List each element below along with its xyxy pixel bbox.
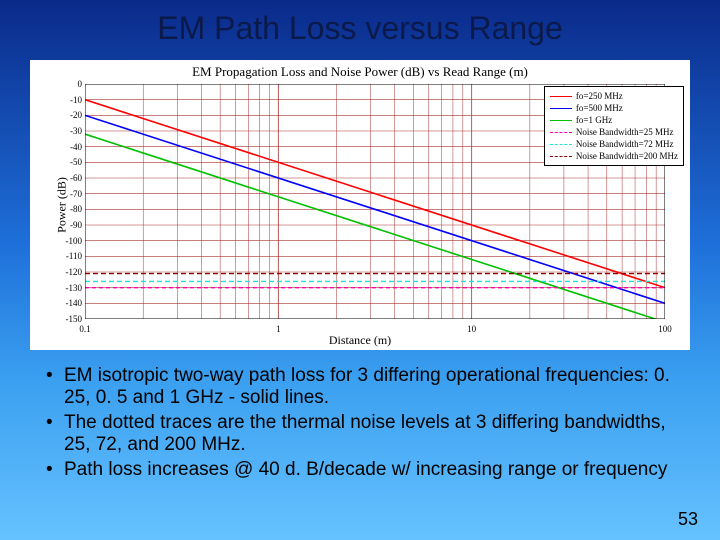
legend-swatch xyxy=(550,156,572,157)
chart-y-tick-label: -90 xyxy=(52,220,82,230)
bullet-item: Path loss increases @ 40 d. B/decade w/ … xyxy=(46,459,680,481)
chart-y-tick-label: -150 xyxy=(52,314,82,324)
chart-y-tick-label: -10 xyxy=(52,95,82,105)
chart-y-tick-label: -70 xyxy=(52,189,82,199)
chart-x-tick-label: 100 xyxy=(658,324,672,334)
legend-swatch xyxy=(550,132,572,133)
legend-label: Noise Bandwidth=200 MHz xyxy=(576,151,678,161)
legend-swatch xyxy=(550,144,572,145)
chart-title: EM Propagation Loss and Noise Power (dB)… xyxy=(30,64,690,80)
legend-label: fo=250 MHz xyxy=(576,91,623,101)
chart-y-tick-label: -140 xyxy=(52,298,82,308)
chart-legend-item: Noise Bandwidth=72 MHz xyxy=(550,138,678,150)
legend-label: Noise Bandwidth=25 MHz xyxy=(576,127,674,137)
slide: EM Path Loss versus Range EM Propagation… xyxy=(0,0,720,540)
legend-label: Noise Bandwidth=72 MHz xyxy=(576,139,674,149)
chart-y-tick-label: -120 xyxy=(52,267,82,277)
chart-x-tick-label: 0.1 xyxy=(79,324,90,334)
chart-y-tick-label: -40 xyxy=(52,142,82,152)
slide-title: EM Path Loss versus Range xyxy=(0,10,720,47)
legend-swatch xyxy=(550,108,572,109)
chart-y-tick-label: -80 xyxy=(52,204,82,214)
chart-y-tick-label: -130 xyxy=(52,283,82,293)
chart-y-tick-label: -60 xyxy=(52,173,82,183)
chart-x-tick-label: 1 xyxy=(276,324,281,334)
chart-container: EM Propagation Loss and Noise Power (dB)… xyxy=(30,60,690,350)
chart-legend-item: fo=250 MHz xyxy=(550,90,678,102)
legend-label: fo=500 MHz xyxy=(576,103,623,113)
slide-bullets: EM isotropic two-way path loss for 3 dif… xyxy=(46,365,680,483)
chart-legend-item: Noise Bandwidth=25 MHz xyxy=(550,126,678,138)
bullet-item: EM isotropic two-way path loss for 3 dif… xyxy=(46,365,680,410)
chart-y-tick-label: -50 xyxy=(52,157,82,167)
chart-y-tick-label: -110 xyxy=(52,251,82,261)
legend-swatch xyxy=(550,120,572,121)
legend-swatch xyxy=(550,96,572,97)
chart-legend-item: fo=500 MHz xyxy=(550,102,678,114)
chart-legend: fo=250 MHz fo=500 MHz fo=1 GHz Noise Bandwi… xyxy=(544,86,684,166)
legend-label: fo=1 GHz xyxy=(576,115,612,125)
chart-y-tick-label: -20 xyxy=(52,110,82,120)
chart-x-tick-label: 10 xyxy=(467,324,476,334)
page-number: 53 xyxy=(678,509,698,530)
chart-y-tick-label: 0 xyxy=(52,79,82,89)
bullet-item: The dotted traces are the thermal noise … xyxy=(46,412,680,457)
chart-y-tick-label: -30 xyxy=(52,126,82,136)
chart-y-tick-label: -100 xyxy=(52,236,82,246)
chart-x-axis-label: Distance (m) xyxy=(30,333,690,348)
chart-legend-item: fo=1 GHz xyxy=(550,114,678,126)
chart-legend-item: Noise Bandwidth=200 MHz xyxy=(550,150,678,162)
